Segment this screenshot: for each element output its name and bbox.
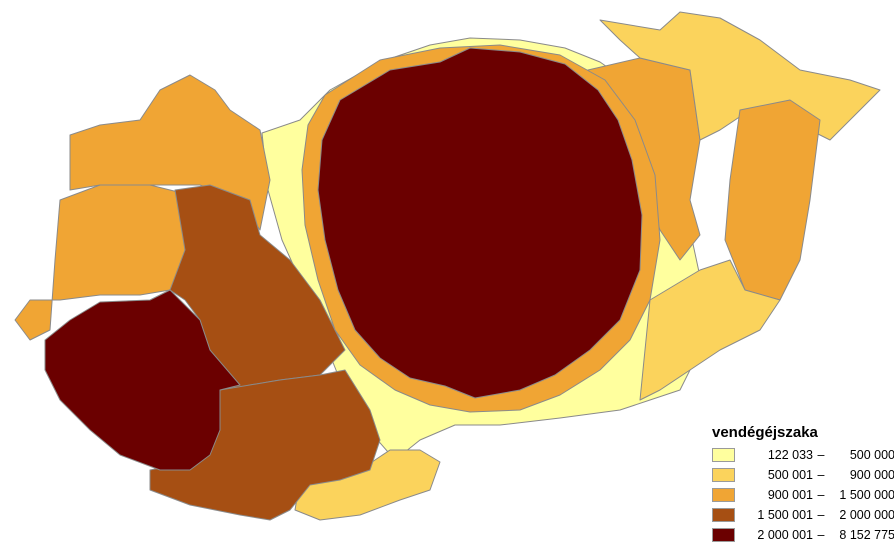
legend: vendégéjszaka 122 033–500 000 500 001–900… [712, 424, 894, 545]
legend-range: 1 500 001–2 000 000 [741, 508, 894, 522]
legend-row: 500 001– 900 000 [712, 465, 894, 485]
legend-row: 900 001–1 500 000 [712, 485, 894, 505]
legend-from: 900 001 [767, 488, 813, 502]
legend-range: 900 001–1 500 000 [741, 488, 894, 502]
legend-range: 122 033– 500 000 [741, 448, 894, 462]
region-west-orange [14, 184, 191, 341]
legend-swatch [712, 488, 735, 502]
region-ne-yellow [599, 11, 881, 141]
legend-dash: – [817, 508, 825, 522]
legend-swatch [712, 528, 735, 542]
legend-row: 2 000 001–8 152 775 [712, 525, 894, 545]
legend-to: 2 000 000 [839, 508, 894, 522]
legend-range: 2 000 001–8 152 775 [741, 528, 894, 542]
legend-title: vendégéjszaka [712, 424, 818, 441]
legend-from: 1 500 001 [757, 508, 813, 522]
legend-row: 122 033– 500 000 [712, 445, 894, 465]
region-south-yellow [294, 449, 441, 521]
region-east-orange [724, 99, 821, 301]
legend-dash: – [817, 488, 825, 502]
legend-rows: 122 033–500 000 500 001–900 000 900 001–1 … [712, 445, 894, 545]
legend-to: 500 000 [849, 448, 894, 462]
legend-dash: – [817, 528, 825, 542]
region-capital-darkred [317, 47, 643, 399]
legend-from: 122 033 [767, 448, 813, 462]
region-se-yellow [639, 259, 781, 401]
legend-to: 900 000 [849, 468, 894, 482]
legend-swatch [712, 448, 735, 462]
legend-dash: – [817, 468, 825, 482]
legend-range: 500 001– 900 000 [741, 468, 894, 482]
legend-swatch [712, 468, 735, 482]
legend-dash: – [817, 448, 825, 462]
legend-from: 2 000 001 [757, 528, 813, 542]
legend-from: 500 001 [767, 468, 813, 482]
legend-swatch [712, 508, 735, 522]
legend-to: 8 152 775 [839, 528, 894, 542]
legend-to: 1 500 000 [839, 488, 894, 502]
legend-row: 1 500 001–2 000 000 [712, 505, 894, 525]
region-west-darkred [44, 289, 241, 471]
